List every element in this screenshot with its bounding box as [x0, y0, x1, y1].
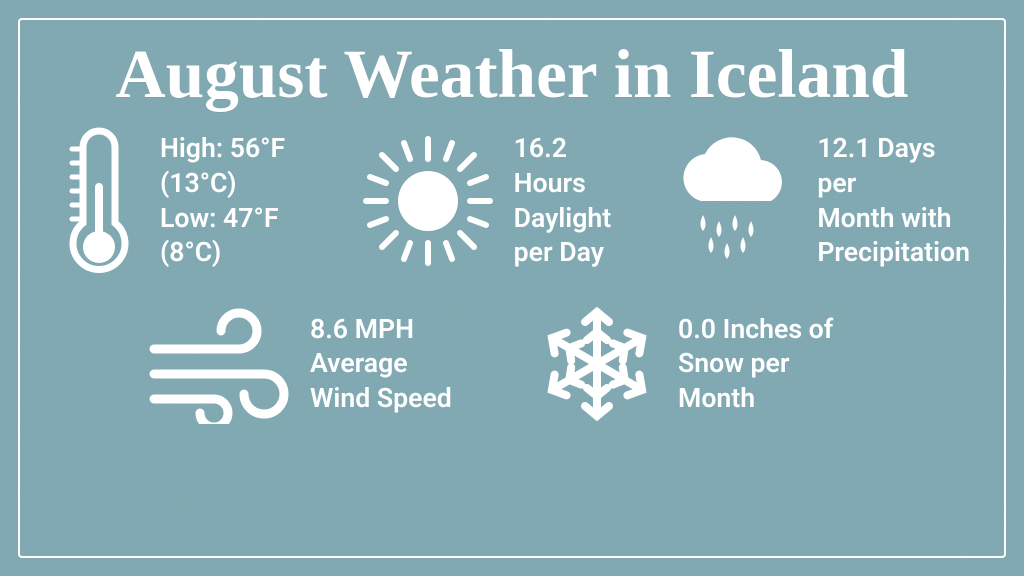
snow-line: 0.0 Inches of [678, 312, 833, 347]
precip-line: 12.1 Days per [817, 131, 970, 200]
weather-infographic-card: August Weather in Iceland [0, 0, 1024, 576]
snow-text: 0.0 Inches of Snow per Month [678, 312, 833, 416]
temp-line: (13°C) [160, 166, 285, 201]
temp-line: (8°C) [160, 235, 285, 270]
thermometer-icon [54, 121, 144, 281]
daylight-line: Daylight [514, 201, 640, 236]
precipitation-cell: 12.1 Days per Month with Precipitation [661, 131, 970, 271]
precip-line: Precipitation [817, 235, 970, 270]
sun-icon [358, 131, 498, 271]
daylight-line: per Day [514, 235, 640, 270]
stats-rows: High: 56°F (13°C) Low: 47°F (8°C) [54, 121, 970, 532]
daylight-cell: 16.2 Hours Daylight per Day [358, 131, 640, 271]
wind-line: Wind Speed [310, 381, 452, 416]
temp-line: Low: 47°F [160, 201, 285, 236]
precip-line: Month with [817, 201, 970, 236]
snow-line: Snow per [678, 346, 833, 381]
wind-cell: 8.6 MPH Average Wind Speed [144, 304, 492, 424]
temp-line: High: 56°F [160, 131, 285, 166]
stats-row-1: High: 56°F (13°C) Low: 47°F (8°C) [54, 121, 970, 281]
temperature-text: High: 56°F (13°C) Low: 47°F (8°C) [160, 131, 285, 270]
stats-row-2: 8.6 MPH Average Wind Speed [54, 299, 970, 429]
snow-line: Month [678, 381, 833, 416]
snow-cell: 0.0 Inches of Snow per Month [532, 299, 880, 429]
precipitation-text: 12.1 Days per Month with Precipitation [817, 131, 970, 270]
rain-cloud-icon [661, 131, 801, 271]
daylight-line: 16.2 Hours [514, 131, 640, 200]
daylight-text: 16.2 Hours Daylight per Day [514, 131, 640, 270]
inner-frame: August Weather in Iceland [18, 18, 1006, 558]
temperature-cell: High: 56°F (13°C) Low: 47°F (8°C) [54, 121, 336, 281]
wind-icon [144, 304, 294, 424]
wind-text: 8.6 MPH Average Wind Speed [310, 312, 452, 416]
wind-line: Average [310, 346, 452, 381]
wind-line: 8.6 MPH [310, 312, 452, 347]
snowflake-icon [532, 299, 662, 429]
infographic-title: August Weather in Iceland [54, 38, 970, 111]
